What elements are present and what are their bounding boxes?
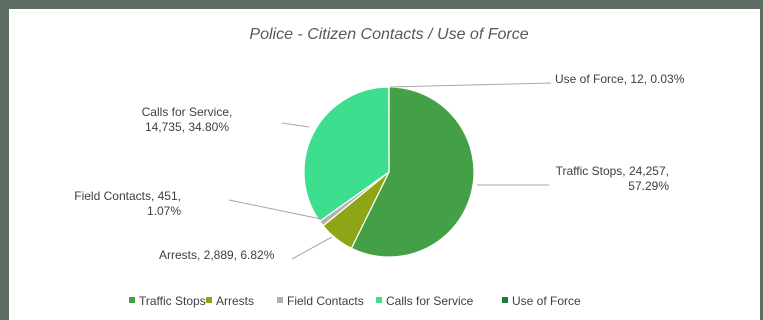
legend: Traffic Stops Arrests Field Contacts Calls … (129, 294, 581, 308)
legend-swatch (502, 297, 508, 303)
legend-item-use-of-force: Use of Force (502, 294, 581, 308)
leader-line-use-of-force (389, 82, 552, 88)
pie-chart: Police - Citizen Contacts / Use of Force… (74, 26, 684, 308)
legend-label: Field Contacts (287, 294, 364, 308)
data-label-arrests: Arrests, 2,889, 6.82% (159, 248, 275, 262)
leader-line-field-contacts (228, 199, 322, 220)
legend-label: Use of Force (512, 294, 581, 308)
chart-panel: Police - Citizen Contacts / Use of Force… (9, 9, 760, 320)
leader-line-calls-for-service (281, 122, 310, 128)
legend-item-calls-for-service: Calls for Service (376, 294, 474, 308)
pie-slices (303, 86, 475, 258)
pie-slice-calls-for-service (303, 86, 390, 223)
legend-swatch (277, 297, 283, 303)
legend-item-traffic-stops: Traffic Stops (129, 294, 206, 308)
legend-label: Calls for Service (386, 294, 474, 308)
label-leader-lines (228, 82, 552, 260)
legend-swatch (376, 297, 382, 303)
chart-title: Police - Citizen Contacts / Use of Force (249, 26, 528, 43)
data-labels: Traffic Stops, 24,257, 57.29% Arrests, 2,8… (74, 72, 684, 262)
legend-item-arrests: Arrests (206, 294, 254, 308)
legend-label: Arrests (216, 294, 254, 308)
data-label-calls-for-service: Calls for Service, 14,735, 34.80% (142, 105, 233, 134)
legend-label: Traffic Stops (139, 294, 206, 308)
data-label-field-contacts: Field Contacts, 451, 1.07% (74, 189, 181, 218)
leader-line-arrests (291, 236, 333, 260)
legend-swatch (129, 297, 135, 303)
legend-swatch (206, 297, 212, 303)
pie-slice-traffic-stops (350, 86, 475, 258)
legend-item-field-contacts: Field Contacts (277, 294, 364, 308)
data-label-traffic-stops: Traffic Stops, 24,257, 57.29% (556, 164, 670, 193)
data-label-use-of-force: Use of Force, 12, 0.03% (555, 72, 685, 86)
